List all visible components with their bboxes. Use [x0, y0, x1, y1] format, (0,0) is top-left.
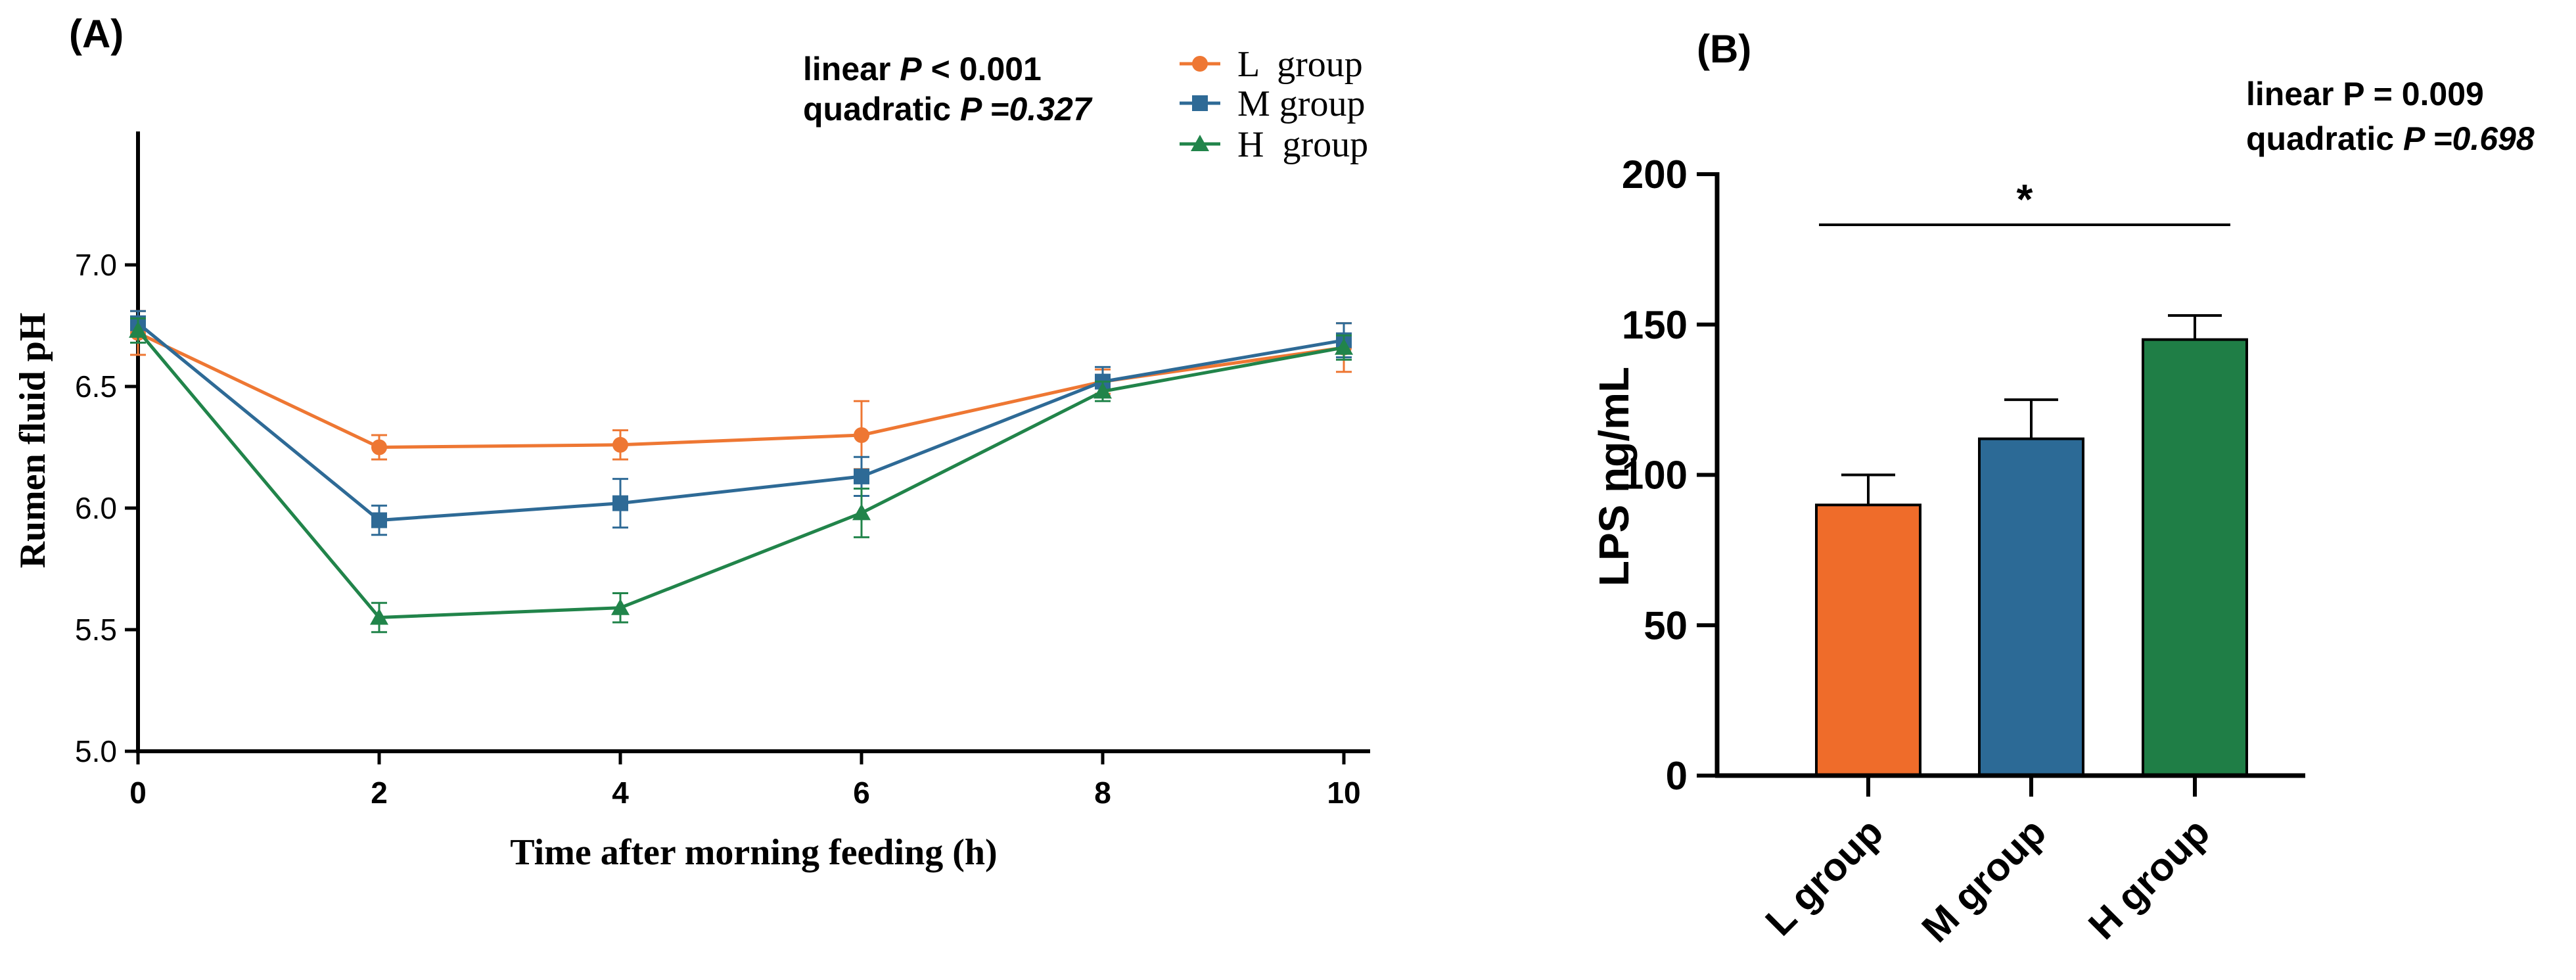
y-tick-label: 7.0: [75, 248, 117, 282]
panel-b-stat-quadratic: quadratic P =0.698: [2246, 120, 2535, 157]
series-line-h-group: [137, 329, 1345, 620]
series-line-l-group: [137, 331, 1345, 450]
data-point: [854, 468, 869, 484]
legend-item-h-group: H group: [1180, 124, 1368, 165]
significance-marker: *: [2017, 175, 2033, 223]
legend-item-m-group: M group: [1180, 83, 1365, 124]
series-l-group: [130, 310, 1352, 471]
y-tick-label: 150: [1622, 303, 1688, 347]
panel-a-stat-linear: linear P < 0.001: [803, 51, 1042, 87]
panel-a-series: [129, 310, 1353, 634]
panel-b-stat-linear: linear P = 0.009: [2246, 76, 2484, 112]
legend-label-h-group: H group: [1237, 124, 1368, 165]
legend-marker-triangle: [1191, 135, 1209, 151]
data-point: [371, 512, 387, 528]
x-tick-label: 10: [1327, 776, 1360, 810]
bar-l-group: [1815, 503, 1921, 777]
bar-m-group: [1978, 437, 2084, 777]
y-tick-label: 5.0: [75, 734, 117, 768]
data-point: [371, 439, 387, 455]
legend-label-m-group: M group: [1237, 83, 1365, 124]
x-tick-label: 2: [371, 776, 388, 810]
x-tick-label-l-group: L group: [1757, 810, 1891, 944]
panel-b-x-tick-labels: L group M group H group: [1757, 776, 2218, 951]
x-tick-label-h-group: H group: [2080, 810, 2218, 948]
panel-b-bars: [1815, 314, 2248, 777]
data-point: [1335, 338, 1353, 355]
panel-a-x-axis-title: Time after morning feeding (h): [510, 832, 997, 873]
panel-a-stat-quadratic: quadratic P =0.327: [803, 91, 1093, 128]
x-tick-label: 8: [1094, 776, 1111, 810]
panel-b-y-axis-title: LPS ng/mL: [1590, 367, 1638, 586]
x-tick-label: 0: [129, 776, 147, 810]
x-tick-label: 6: [853, 776, 870, 810]
data-point: [370, 608, 388, 625]
data-point: [611, 598, 630, 615]
y-tick-label: 6.0: [75, 491, 117, 525]
panel-b: (B) linear P = 0.009 quadratic P =0.698 …: [1590, 27, 2535, 951]
panel-a-x-ticks: 0 2 4 6 8 10: [129, 751, 1361, 810]
series-m-group: [130, 310, 1352, 536]
panel-a-label: (A): [69, 12, 124, 56]
data-point: [852, 503, 871, 521]
data-point: [129, 321, 147, 338]
panel-b-label: (B): [1697, 27, 1751, 71]
x-tick-label: 4: [612, 776, 629, 810]
x-tick-label-m-group: M group: [1914, 810, 2055, 951]
y-tick-label: 100: [1622, 454, 1688, 498]
panel-a-y-axis-title: Rumen fluid pH: [12, 313, 53, 569]
panel-b-y-ticks: 0 50 100 150 200: [1622, 152, 1717, 798]
y-tick-label: 0: [1666, 754, 1688, 798]
data-point: [612, 495, 628, 511]
legend-marker-square: [1192, 95, 1208, 111]
panel-a-y-ticks: 5.0 5.5 6.0 6.5 7.0: [75, 248, 138, 768]
panel-a-legend: L group M group H group: [1180, 44, 1368, 165]
panel-a: (A) linear P < 0.001 quadratic P =0.327 0…: [12, 12, 1370, 873]
data-point: [612, 436, 628, 453]
bar-h-group: [2142, 338, 2248, 777]
y-tick-label: 200: [1622, 152, 1688, 197]
legend-label-l-group: L group: [1237, 44, 1363, 85]
legend-marker-circle: [1192, 56, 1208, 72]
legend-item-l-group: L group: [1180, 44, 1363, 85]
data-point: [1093, 382, 1112, 399]
y-tick-label: 5.5: [75, 613, 117, 647]
y-tick-label: 50: [1644, 603, 1688, 647]
data-point: [854, 427, 869, 443]
y-tick-label: 6.5: [75, 369, 117, 404]
series-h-group: [129, 317, 1353, 634]
series-line-m-group: [137, 321, 1345, 523]
